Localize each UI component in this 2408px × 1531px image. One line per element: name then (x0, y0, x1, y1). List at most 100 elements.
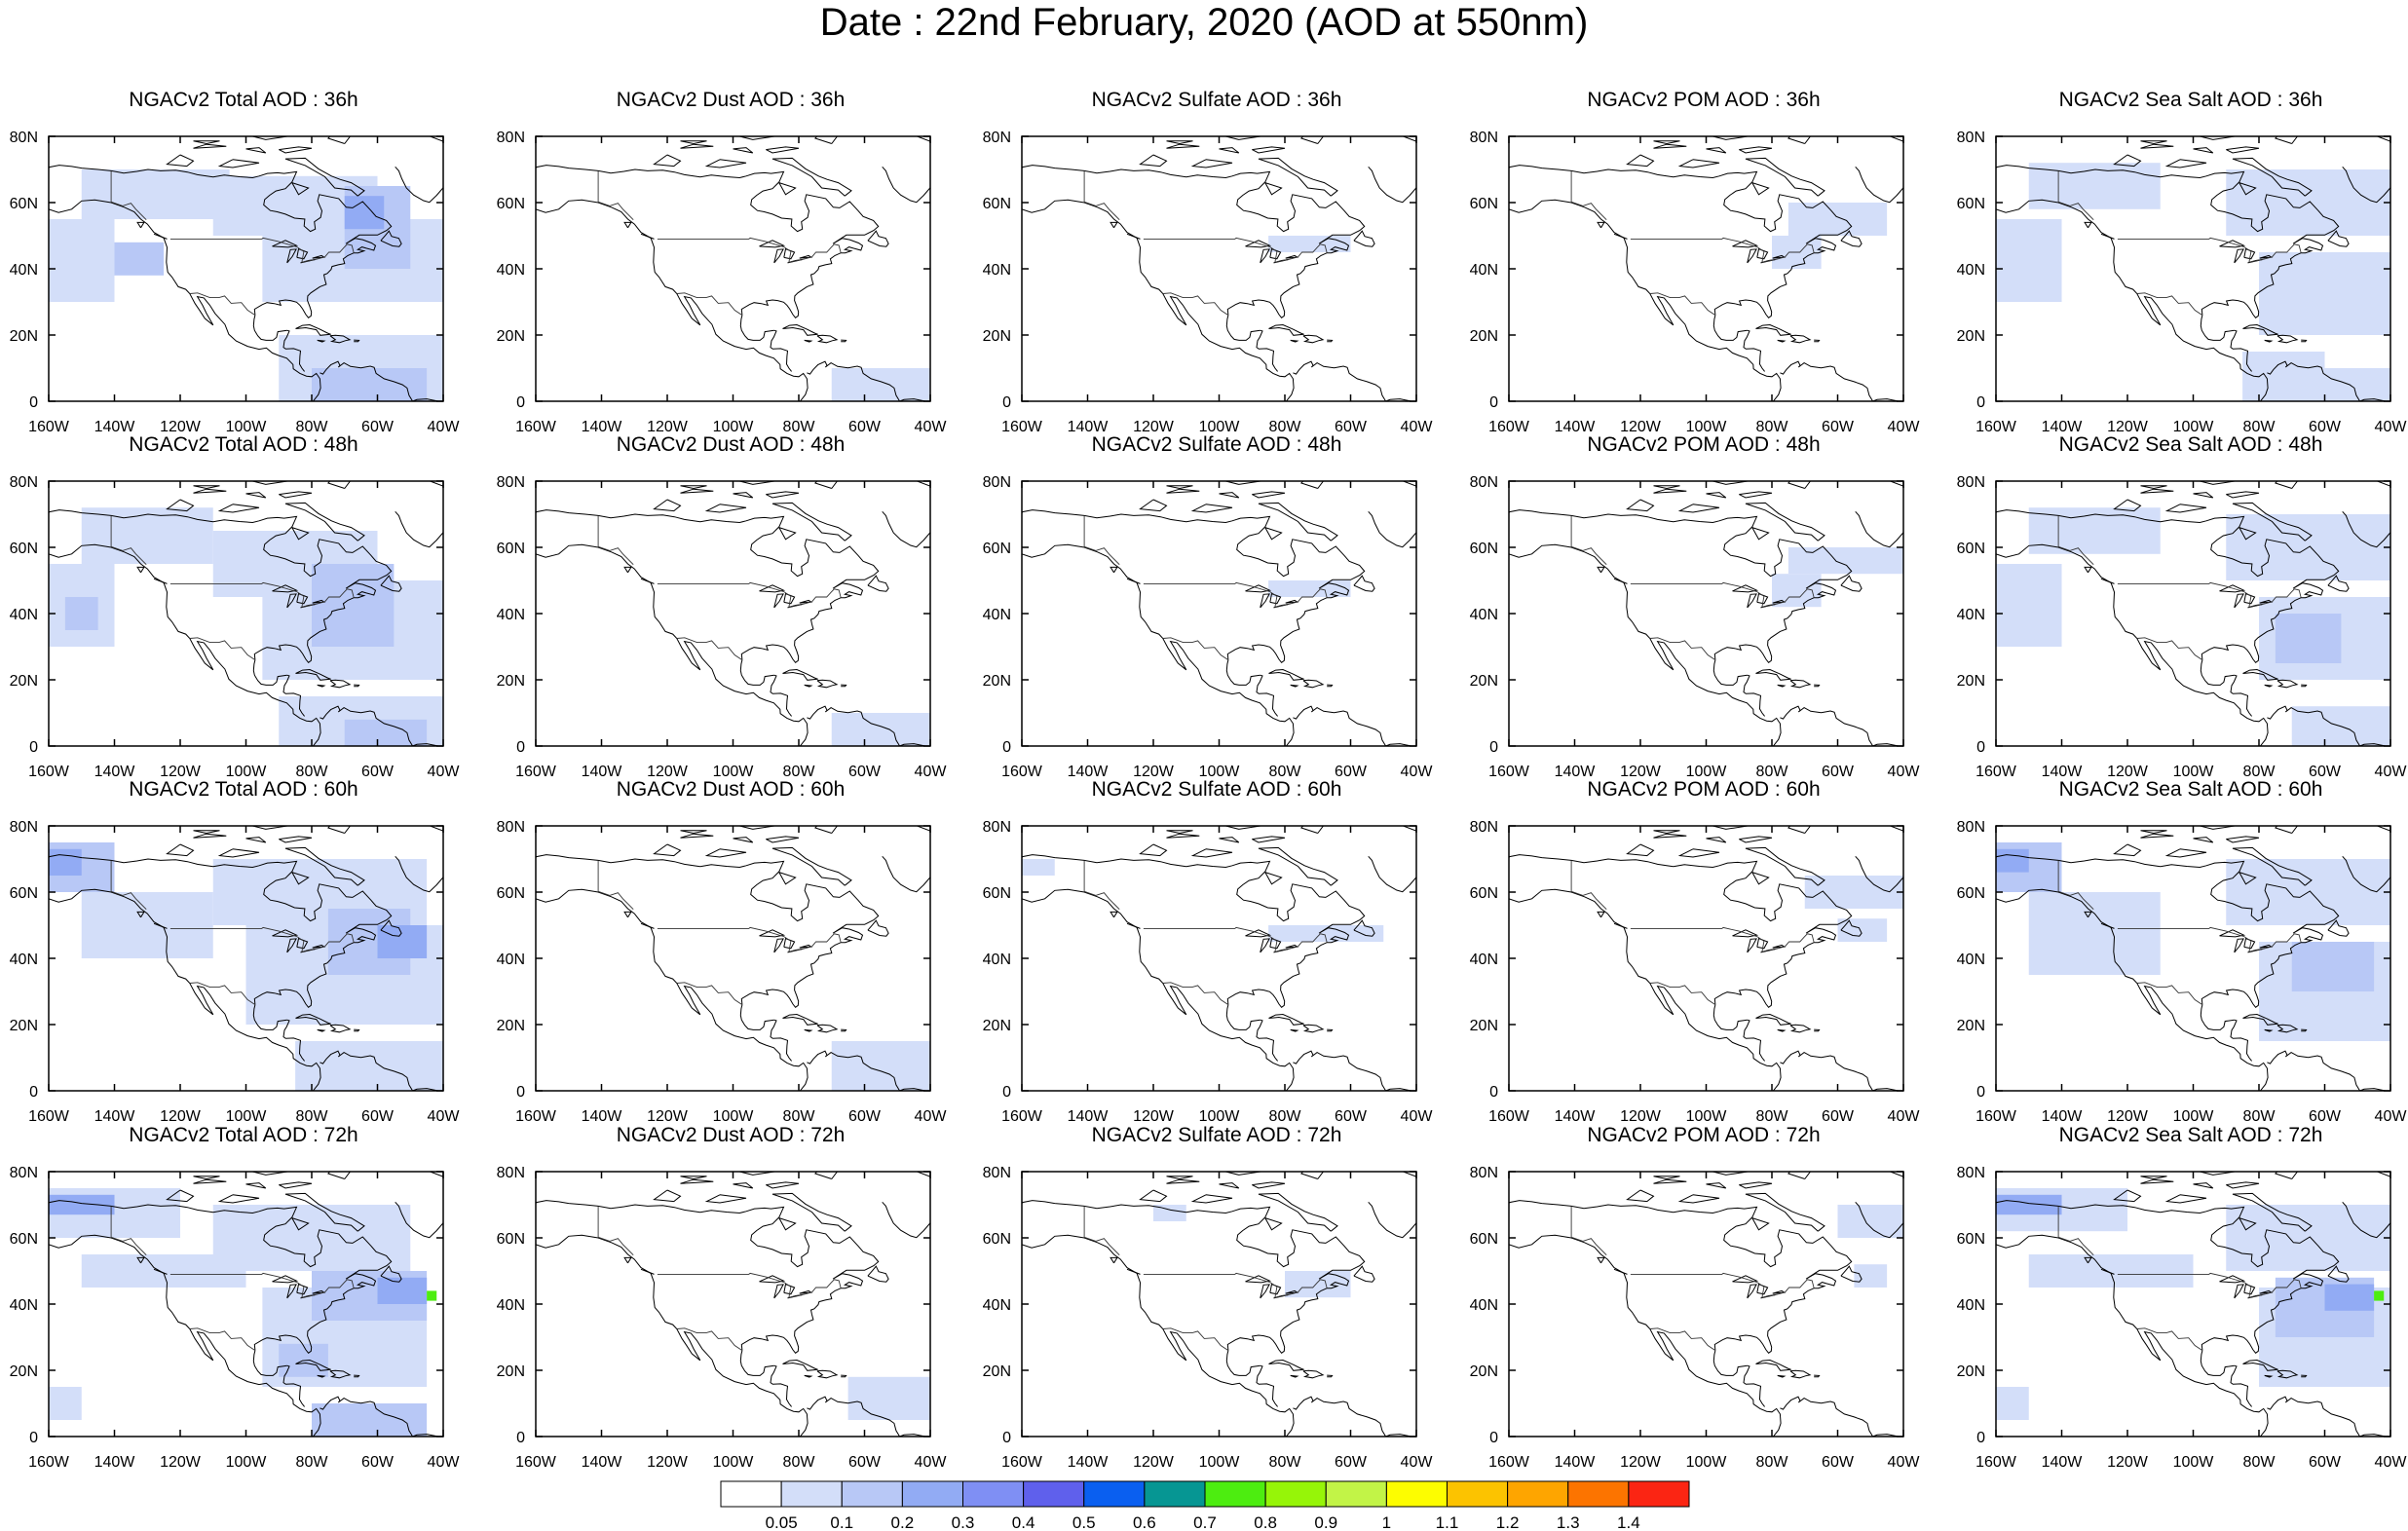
coastline (1225, 136, 1264, 140)
coastline (536, 888, 809, 1091)
coastline (193, 1178, 227, 1184)
coastline (2342, 510, 2390, 548)
lon-tick-label: 80W (1756, 419, 1789, 435)
lon-tick-label: 80W (2243, 419, 2276, 435)
coastline (282, 1019, 305, 1062)
coastline (2200, 826, 2239, 830)
coastline (882, 166, 930, 204)
coastline (1302, 679, 1325, 689)
lon-tick-label: 60W (2309, 1108, 2342, 1125)
lon-tick-label: 120W (160, 764, 202, 780)
lon-tick-label: 100W (1199, 419, 1241, 435)
aod-patch (1996, 219, 2062, 302)
coastline (2113, 154, 2142, 168)
lon-tick-label: 140W (2042, 1108, 2084, 1125)
lake-outline (1772, 1289, 1787, 1294)
lon-tick-label: 60W (848, 1454, 882, 1471)
lon-tick-label: 100W (226, 1108, 268, 1125)
lake-outline (1772, 599, 1787, 604)
coastline (49, 1200, 393, 1354)
coastline (252, 659, 287, 686)
country-border (2136, 637, 2203, 660)
colorbar-label: 0.4 (1012, 1513, 1035, 1531)
lon-tick-label: 100W (1686, 1108, 1728, 1125)
coastline (2193, 492, 2214, 499)
aod-patch (831, 713, 930, 746)
aod-patch (1804, 876, 1903, 909)
country-border (657, 581, 842, 608)
colorbar-swatch (1204, 1480, 1266, 1508)
lon-tick-label: 160W (515, 1454, 557, 1471)
coastline (1139, 499, 1168, 512)
lon-tick-label: 40W (915, 1108, 948, 1125)
coastline (2239, 1217, 2257, 1231)
lat-tick-label: 60N (983, 541, 1011, 557)
lat-tick-label: 0 (1976, 1084, 1985, 1101)
lat-tick-label: 60N (1957, 541, 1985, 557)
coastline (166, 843, 195, 857)
lon-tick-label: 120W (160, 419, 202, 435)
coastline (778, 527, 797, 541)
coastline (2113, 843, 2142, 857)
aod-patch (1996, 564, 2062, 647)
coastline (1706, 837, 1727, 843)
lon-tick-label: 80W (2243, 1108, 2276, 1125)
coastline (1888, 826, 1903, 832)
coastline (1743, 329, 1765, 372)
colorbar-swatch (962, 1480, 1025, 1508)
coastline (395, 166, 443, 204)
lon-tick-label: 140W (582, 764, 623, 780)
coastline (1780, 360, 1899, 401)
lon-tick-label: 40W (915, 1454, 948, 1471)
coastline (771, 846, 852, 886)
colorbar-label: 0.1 (830, 1513, 853, 1531)
panel-title: NGACv2 Sulfate AOD : 48h (1091, 433, 1342, 456)
coastline (1264, 1217, 1283, 1231)
map-canvas: 160W 140W 120W 100W 80W 60W 40W 0 20N 40N 60N 80N (10, 1165, 461, 1471)
coastline (867, 1265, 889, 1283)
coastline (680, 488, 714, 494)
country-border (2057, 545, 2094, 566)
coastline (1256, 329, 1278, 372)
lake-outline (773, 1284, 784, 1299)
panel-title: NGACv2 Dust AOD : 72h (616, 1124, 846, 1146)
coastline (1597, 221, 1605, 229)
coastline (1751, 872, 1770, 885)
coastline (804, 1374, 813, 1378)
coastline (428, 826, 443, 832)
map-canvas: 160W 140W 120W 100W 80W 60W 40W 0 20N 40N 60N 80N (1957, 819, 2408, 1125)
coastline (1751, 1217, 1770, 1231)
coastline (295, 1359, 331, 1371)
coastline (1353, 1265, 1375, 1283)
coastline (766, 1181, 800, 1189)
coastline (1353, 230, 1375, 247)
colorbar-swatch (1447, 1480, 1509, 1508)
coastline (807, 1050, 925, 1091)
lat-tick-label: 20N (983, 328, 1011, 345)
lake-outline (286, 593, 297, 609)
lat-tick-label: 0 (516, 394, 525, 411)
lon-tick-label: 60W (848, 764, 882, 780)
coastline (166, 154, 195, 168)
lon-tick-label: 40W (2375, 419, 2408, 435)
colorbar-swatch (1144, 1480, 1206, 1508)
coastline (1840, 919, 1862, 937)
lake-outline (773, 938, 784, 953)
coastline (536, 199, 809, 401)
country-border (676, 982, 743, 1005)
coastline (1166, 140, 1193, 145)
lon-tick-label: 60W (1335, 764, 1368, 780)
coastline (2242, 1359, 2278, 1371)
coastline (1855, 166, 1903, 204)
coastline (640, 233, 655, 240)
lat-tick-label: 40N (10, 952, 38, 968)
coastline (733, 1182, 754, 1189)
coastline (739, 1350, 774, 1376)
coastline (1814, 339, 1821, 343)
lon-tick-label: 40W (1888, 419, 1921, 435)
lon-tick-label: 100W (2173, 419, 2215, 435)
coastline (814, 826, 839, 834)
map-panel-seasalt-36h: NGACv2 Sea Salt AOD : 36h 160W 140W 120W 100… (1947, 88, 2408, 435)
coastline (882, 1201, 930, 1239)
panel-title: NGACv2 POM AOD : 48h (1587, 433, 1821, 456)
